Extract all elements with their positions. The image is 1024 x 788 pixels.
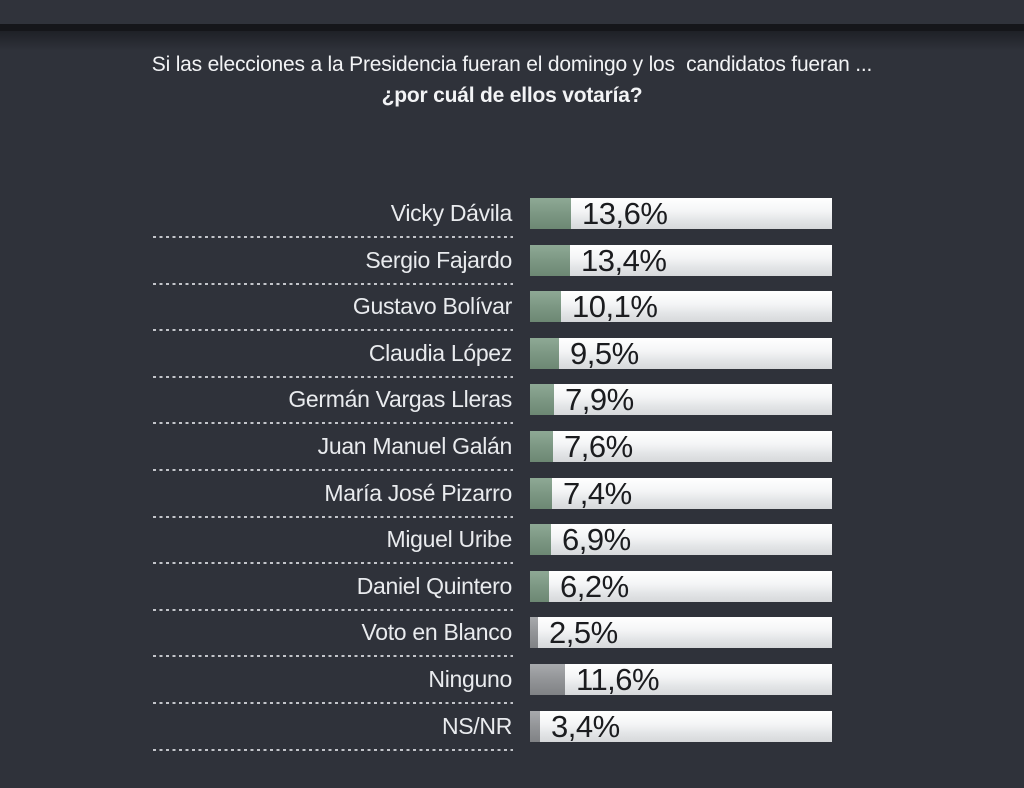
candidate-label: Gustavo Bolívar <box>352 293 512 319</box>
result-bar-fill <box>530 617 538 648</box>
candidate-label: Miguel Uribe <box>386 526 512 552</box>
result-bar: 11,6% <box>530 662 832 697</box>
poll-question-line2: ¿por cuál de ellos votaría? <box>381 84 643 107</box>
row-separator <box>153 655 513 657</box>
poll-row: Claudia López 9,5% <box>0 338 1024 385</box>
candidate-label: Vicky Dávila <box>390 200 513 226</box>
poll-row: Voto en Blanco 2,5% <box>0 617 1024 664</box>
candidate-label: NS/NR <box>441 713 512 739</box>
result-bar: 2,5% <box>530 615 832 650</box>
row-separator <box>153 422 513 424</box>
row-separator <box>153 562 513 564</box>
result-bar-fill <box>530 338 559 369</box>
result-bar: 7,6% <box>530 429 832 464</box>
row-separator <box>153 609 513 611</box>
poll-row: NS/NR 3,4% <box>0 711 1024 758</box>
result-bar-fill <box>530 711 540 742</box>
result-bar-fill <box>530 384 554 415</box>
poll-row: María José Pizarro 7,4% <box>0 478 1024 525</box>
result-value-label: 9,5% <box>570 336 639 371</box>
top-band-shadow <box>0 31 1024 51</box>
result-bar-fill <box>530 571 549 602</box>
result-bar-fill <box>530 664 565 695</box>
poll-row: Daniel Quintero 6,2% <box>0 571 1024 618</box>
top-strip <box>0 0 1024 24</box>
row-separator <box>153 702 513 704</box>
result-value-label: 10,1% <box>572 289 658 324</box>
top-band-divider <box>0 24 1024 31</box>
row-separator <box>153 329 513 331</box>
result-value-label: 7,6% <box>564 429 633 464</box>
result-bar: 10,1% <box>530 289 832 324</box>
candidate-label: Juan Manuel Galán <box>317 433 513 459</box>
result-bar: 3,4% <box>530 709 832 744</box>
result-value-label: 3,4% <box>551 709 620 744</box>
result-bar: 13,4% <box>530 243 832 278</box>
result-value-label: 7,9% <box>565 382 634 417</box>
row-separator <box>153 749 513 751</box>
row-separator <box>153 516 513 518</box>
result-bar: 13,6% <box>530 196 832 231</box>
candidate-label: Voto en Blanco <box>361 619 512 645</box>
poll-row: Juan Manuel Galán 7,6% <box>0 431 1024 478</box>
result-bar-fill <box>530 245 570 276</box>
candidate-label: Ninguno <box>428 666 512 692</box>
poll-row: Sergio Fajardo 13,4% <box>0 245 1024 292</box>
candidate-label: Germán Vargas Lleras <box>288 386 512 412</box>
candidate-label: Daniel Quintero <box>356 573 513 599</box>
candidate-label: María José Pizarro <box>324 480 512 506</box>
result-value-label: 7,4% <box>563 476 632 511</box>
result-bar: 6,9% <box>530 522 832 557</box>
result-bar: 7,4% <box>530 476 832 511</box>
candidate-label: Sergio Fajardo <box>365 247 512 273</box>
result-value-label: 13,6% <box>582 196 668 231</box>
result-bar-fill <box>530 478 552 509</box>
candidate-label: Claudia López <box>368 340 512 366</box>
poll-row: Gustavo Bolívar 10,1% <box>0 291 1024 338</box>
row-separator <box>153 376 513 378</box>
poll-row: Germán Vargas Lleras 7,9% <box>0 384 1024 431</box>
result-bar: 6,2% <box>530 569 832 604</box>
result-bar-fill <box>530 524 551 555</box>
poll-row: Ninguno 11,6% <box>0 664 1024 711</box>
result-bar: 7,9% <box>530 382 832 417</box>
poll-row: Miguel Uribe 6,9% <box>0 524 1024 571</box>
result-value-label: 13,4% <box>581 243 667 278</box>
result-bar-fill <box>530 291 561 322</box>
result-bar-fill <box>530 198 571 229</box>
row-separator <box>153 283 513 285</box>
row-separator <box>153 469 513 471</box>
poll-question-line1: Si las elecciones a la Presidencia fuera… <box>151 53 873 76</box>
row-separator <box>153 236 513 238</box>
result-bar: 9,5% <box>530 336 832 371</box>
result-value-label: 6,9% <box>562 522 631 557</box>
poll-question: Si las elecciones a la Presidencia fuera… <box>0 50 1024 112</box>
result-bar-fill <box>530 431 553 462</box>
poll-row: Vicky Dávila 13,6% <box>0 198 1024 245</box>
result-value-label: 2,5% <box>549 615 618 650</box>
result-value-label: 6,2% <box>560 569 629 604</box>
result-value-label: 11,6% <box>576 662 660 697</box>
